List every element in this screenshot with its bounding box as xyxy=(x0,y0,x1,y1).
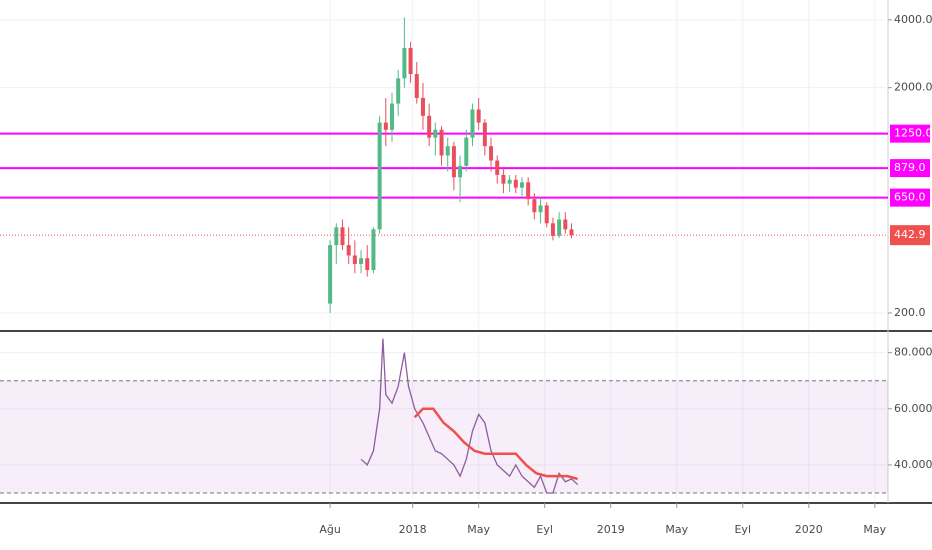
level-label: 650.0 xyxy=(894,191,926,204)
y-tick-label: 60.0000 xyxy=(894,402,932,415)
y-tick-label: 200.0 xyxy=(894,306,926,319)
candle-body xyxy=(402,48,407,79)
candle-body xyxy=(352,255,357,264)
x-tick-label: Eyl xyxy=(734,523,751,536)
candle-body xyxy=(334,227,339,246)
candle-body xyxy=(340,227,345,246)
level-label: 1250.0 xyxy=(894,127,932,140)
candle-body xyxy=(451,146,456,178)
candle-body xyxy=(414,73,419,98)
candle-body xyxy=(371,229,376,271)
x-tick-label: May xyxy=(665,523,688,536)
rsi-band xyxy=(0,380,888,493)
x-tick-label: May xyxy=(467,523,490,536)
candle-body xyxy=(519,182,524,188)
y-tick-label: 2000.0 xyxy=(894,81,932,94)
candle-body xyxy=(427,115,432,138)
candle-body xyxy=(532,199,537,213)
x-tick-label: Ağu xyxy=(319,523,340,536)
x-tick-label: 2018 xyxy=(399,523,427,536)
candle-body xyxy=(482,122,487,147)
candle-body xyxy=(377,122,382,230)
level-label-box xyxy=(890,124,930,143)
candle-body xyxy=(544,205,549,224)
candle-body xyxy=(433,129,438,138)
candle-body xyxy=(464,137,469,166)
last-price-label: 442.9 xyxy=(894,228,926,241)
candle-body xyxy=(470,109,475,138)
rsi-line xyxy=(413,407,579,481)
candle-body xyxy=(507,179,512,184)
x-tick-label: May xyxy=(863,523,886,536)
candle-body xyxy=(439,129,444,156)
candle-body xyxy=(458,165,463,178)
candle-body xyxy=(390,103,395,130)
y-tick-label: 4000.0 xyxy=(894,13,932,26)
candle-body xyxy=(476,109,481,123)
candle-body xyxy=(501,174,506,184)
x-tick-label: Eyl xyxy=(536,523,553,536)
y-tick-label: 40.0000 xyxy=(894,458,932,471)
x-tick-label: 2020 xyxy=(795,523,823,536)
candle-body xyxy=(445,146,450,156)
candle-body xyxy=(495,160,500,175)
candle-body xyxy=(563,219,568,230)
level-label-box xyxy=(890,159,930,178)
candle-body xyxy=(569,229,574,236)
candle-body xyxy=(359,258,364,264)
rsi-line xyxy=(360,338,579,494)
candle-body xyxy=(557,219,562,236)
candle-body xyxy=(396,78,401,104)
candle-body xyxy=(538,205,543,213)
candle-body xyxy=(550,223,555,236)
level-label-box xyxy=(890,188,930,207)
candle-body xyxy=(346,245,351,256)
candle-body xyxy=(365,258,370,271)
candle-body xyxy=(526,182,531,200)
x-tick-label: 2019 xyxy=(597,523,625,536)
candle-body xyxy=(513,179,518,188)
candle-body xyxy=(489,146,494,161)
candle-body xyxy=(383,122,388,130)
candle-body xyxy=(408,48,413,74)
candle-body xyxy=(420,97,425,116)
candle-body xyxy=(328,245,333,304)
y-tick-label: 80.0000 xyxy=(894,346,932,359)
last-price-box xyxy=(890,225,930,246)
level-label: 879.0 xyxy=(894,161,926,174)
